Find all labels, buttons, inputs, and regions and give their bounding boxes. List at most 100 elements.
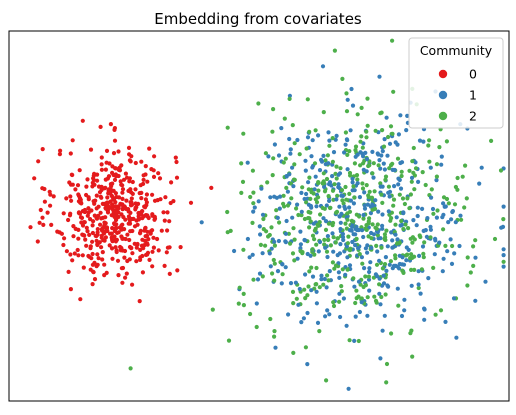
scatter-point [448,237,453,242]
scatter-point [274,195,279,200]
scatter-point [300,185,305,190]
scatter-point [85,177,90,182]
scatter-point [343,272,348,277]
scatter-point [349,224,355,229]
scatter-point [438,308,444,313]
scatter-point [86,206,91,211]
scatter-point [327,312,332,317]
scatter-point [377,282,382,287]
scatter-point [395,237,400,242]
scatter-point [299,209,304,214]
scatter-point [324,203,329,208]
scatter-point [305,362,310,367]
scatter-point [94,193,99,198]
scatter-point [92,277,98,282]
scatter-point [150,228,155,233]
scatter-point [383,292,388,297]
scatter-point [310,247,315,252]
scatter-point [295,137,300,143]
scatter-point [119,227,124,232]
scatter-point [411,218,416,223]
scatter-point [323,245,328,250]
scatter-point [323,314,328,319]
scatter-point [228,228,233,233]
scatter-point [398,223,403,228]
scatter-point [362,266,367,271]
scatter-point [303,158,308,163]
scatter-point [390,131,395,136]
scatter-point [434,178,439,183]
scatter-point [225,125,230,130]
scatter-point [152,217,157,222]
scatter-point [239,190,244,195]
scatter-point [111,151,117,156]
scatter-point [355,181,360,186]
scatter-point [389,163,394,168]
scatter-point [133,207,138,212]
scatter-point [366,277,372,282]
scatter-point [240,179,246,184]
scatter-point [95,227,100,232]
scatter-point [382,137,387,142]
scatter-point [331,249,336,254]
scatter-point [374,243,379,248]
scatter-point [36,159,41,164]
scatter-point [383,177,388,182]
scatter-point [432,252,437,257]
scatter-point [489,138,494,143]
scatter-point [326,194,331,199]
scatter-point [321,171,326,176]
scatter-point [337,214,342,219]
scatter-point [325,254,330,260]
points-layer [28,38,506,391]
scatter-point [150,264,155,269]
scatter-point [338,166,343,171]
scatter-point [423,182,428,188]
scatter-point [299,190,304,195]
scatter-point [121,177,127,182]
legend-marker-1 [438,90,448,100]
scatter-point [350,180,355,185]
scatter-point [437,240,442,245]
scatter-point [375,151,380,156]
scatter-point [90,262,95,267]
scatter-point [116,230,121,235]
scatter-point [379,294,384,300]
scatter-point [373,128,378,133]
scatter-point [407,168,412,173]
scatter-point [454,335,459,340]
scatter-point [260,274,265,279]
scatter-point [91,219,96,224]
scatter-point [152,198,158,203]
scatter-point [327,138,332,143]
scatter-point [429,195,434,200]
scatter-point [314,289,319,294]
scatter-point [99,216,104,221]
scatter-point [319,273,324,278]
scatter-point [90,282,95,287]
scatter-point [57,152,63,157]
scatter-point [89,256,94,261]
scatter-point [327,269,332,274]
scatter-point [272,329,277,334]
scatter-point [106,191,111,196]
scatter-point [335,236,340,241]
scatter-point [377,276,382,281]
scatter-point [384,228,389,233]
scatter-point [281,201,286,206]
scatter-point [366,274,371,279]
scatter-point [279,126,284,131]
scatter-point [357,214,362,219]
scatter-point [370,149,375,154]
scatter-point [114,248,119,253]
scatter-point [307,269,312,274]
scatter-point [340,76,345,81]
scatter-point [142,204,147,209]
scatter-point [381,144,387,149]
scatter-point [122,255,127,260]
scatter-point [443,319,448,324]
scatter-point [260,251,265,256]
legend-marker-2 [438,111,448,121]
scatter-point [110,194,115,199]
scatter-point [441,201,446,206]
